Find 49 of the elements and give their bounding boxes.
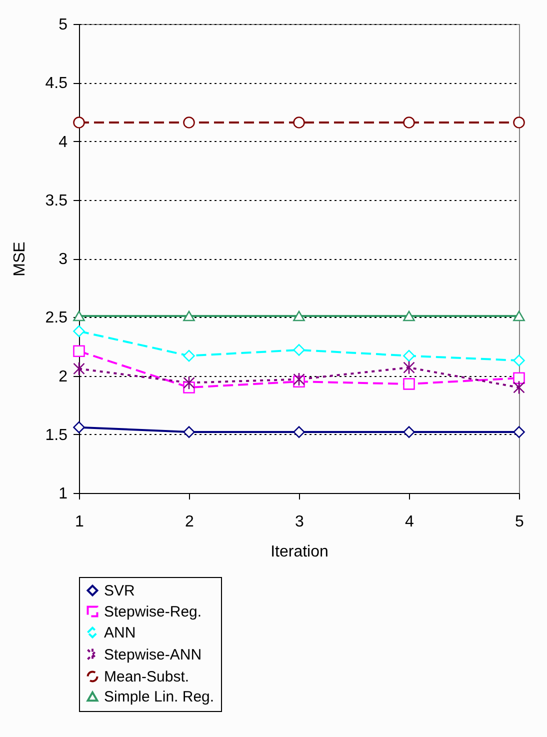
point <box>513 354 525 366</box>
x-tick-label: 4 <box>405 514 414 530</box>
x-tick-label: 5 <box>515 514 524 530</box>
point <box>293 372 305 386</box>
x-tick-label: 2 <box>185 514 194 530</box>
y-tick-label: 3.5 <box>45 192 68 210</box>
point <box>73 421 85 434</box>
point <box>183 310 195 322</box>
y-tick-label: 1.5 <box>45 426 68 444</box>
y-tick-label: 5 <box>58 16 68 34</box>
point <box>293 116 305 128</box>
point <box>293 344 305 356</box>
point <box>183 350 195 362</box>
point <box>513 310 525 322</box>
legend-label: ANN <box>104 624 136 642</box>
point <box>183 116 195 128</box>
point <box>73 362 85 376</box>
point <box>73 116 85 128</box>
legend-label: Stepwise-Reg. <box>104 604 202 620</box>
point <box>513 116 525 128</box>
point <box>293 310 305 322</box>
y-tick-label: 2 <box>58 368 68 386</box>
legend-label: SVR <box>104 582 136 600</box>
legend-label: Stepwise-ANN <box>104 646 202 664</box>
point <box>183 376 195 390</box>
point <box>513 372 525 384</box>
y-axis-title: MSE <box>11 242 28 276</box>
point <box>403 116 415 128</box>
point <box>403 310 415 322</box>
x-tick-label: 3 <box>295 514 304 530</box>
point <box>403 426 415 438</box>
point <box>73 345 85 358</box>
point <box>513 426 525 438</box>
x-tick-label: 1 <box>75 514 84 530</box>
y-tick-label: 3 <box>58 251 68 268</box>
point <box>73 325 85 338</box>
point <box>513 380 525 394</box>
point <box>183 426 195 438</box>
point <box>403 360 415 374</box>
point <box>403 350 415 362</box>
legend-label: Simple Lin. Reg. <box>104 688 214 706</box>
legend-label: Mean-Subst. <box>104 668 190 686</box>
x-axis-title: Iteration <box>270 544 328 560</box>
y-tick-label: 4.5 <box>45 75 68 92</box>
point <box>403 378 415 390</box>
y-tick-label: 2.5 <box>45 310 68 327</box>
y-tick-label: 4 <box>58 134 68 151</box>
y-tick-label: 1 <box>58 486 68 502</box>
point <box>293 426 305 438</box>
